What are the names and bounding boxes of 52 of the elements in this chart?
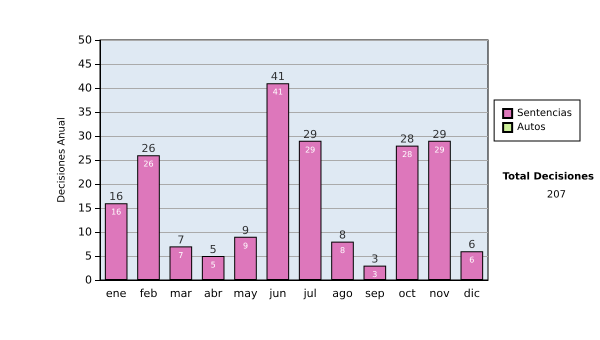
data-label: 7 bbox=[178, 250, 184, 260]
y-tick-label: 5 bbox=[85, 250, 92, 262]
y-tick-label: 0 bbox=[85, 274, 92, 286]
data-label: 29 bbox=[434, 145, 445, 154]
y-axis-title: Decisiones Anual bbox=[56, 117, 68, 203]
total-label: 28 bbox=[400, 132, 414, 146]
data-label: 26 bbox=[143, 160, 154, 169]
data-label: 3 bbox=[372, 270, 378, 280]
total-label: 26 bbox=[142, 142, 156, 156]
x-tick-label: oct bbox=[398, 287, 416, 300]
total-label: 8 bbox=[339, 228, 346, 242]
x-tick-label: ene bbox=[106, 287, 127, 300]
x-tick-label: jul bbox=[302, 287, 317, 300]
x-tick-label: sep bbox=[365, 287, 385, 300]
y-tick-label: 30 bbox=[78, 130, 92, 142]
data-label: 8 bbox=[340, 246, 346, 256]
legend-label: Autos bbox=[517, 122, 546, 133]
data-label: 16 bbox=[111, 208, 122, 217]
x-tick-label: nov bbox=[429, 287, 450, 300]
y-tick-label: 10 bbox=[78, 226, 92, 238]
data-label: 5 bbox=[210, 260, 216, 270]
text: 207 bbox=[546, 190, 566, 200]
x-tick-label: may bbox=[234, 287, 258, 300]
y-tick-label: 50 bbox=[78, 34, 92, 46]
data-label: 6 bbox=[469, 256, 474, 265]
total-label: 5 bbox=[210, 243, 217, 256]
total-label: 3 bbox=[371, 252, 378, 266]
x-tick-label: mar bbox=[170, 287, 192, 300]
total-label: 6 bbox=[468, 238, 476, 252]
text: Total Decisiones bbox=[502, 172, 594, 182]
y-tick-label: 40 bbox=[78, 82, 92, 94]
y-tick-label: 15 bbox=[78, 202, 92, 214]
x-tick-label: jun bbox=[268, 287, 286, 300]
x-tick-label: dic bbox=[464, 287, 480, 300]
y-tick-label: 20 bbox=[78, 178, 92, 190]
x-tick-label: ago bbox=[332, 287, 353, 300]
total-label: 9 bbox=[242, 224, 249, 237]
data-label: 9 bbox=[242, 241, 248, 250]
data-label: 28 bbox=[402, 150, 412, 160]
x-tick-label: feb bbox=[140, 287, 158, 300]
data-label: 29 bbox=[305, 145, 316, 154]
total-label: 41 bbox=[270, 70, 285, 84]
total-label: 29 bbox=[303, 128, 318, 141]
y-tick-label: 35 bbox=[78, 106, 92, 118]
total-label: 16 bbox=[109, 190, 124, 204]
legend-label: Sentencias bbox=[517, 108, 572, 119]
total-label: 7 bbox=[177, 233, 184, 246]
data-label: 41 bbox=[272, 88, 283, 97]
total-label: 29 bbox=[432, 128, 446, 141]
y-tick-label: 25 bbox=[78, 154, 92, 166]
x-tick-label: abr bbox=[204, 287, 223, 300]
y-tick-label: 45 bbox=[78, 58, 92, 70]
